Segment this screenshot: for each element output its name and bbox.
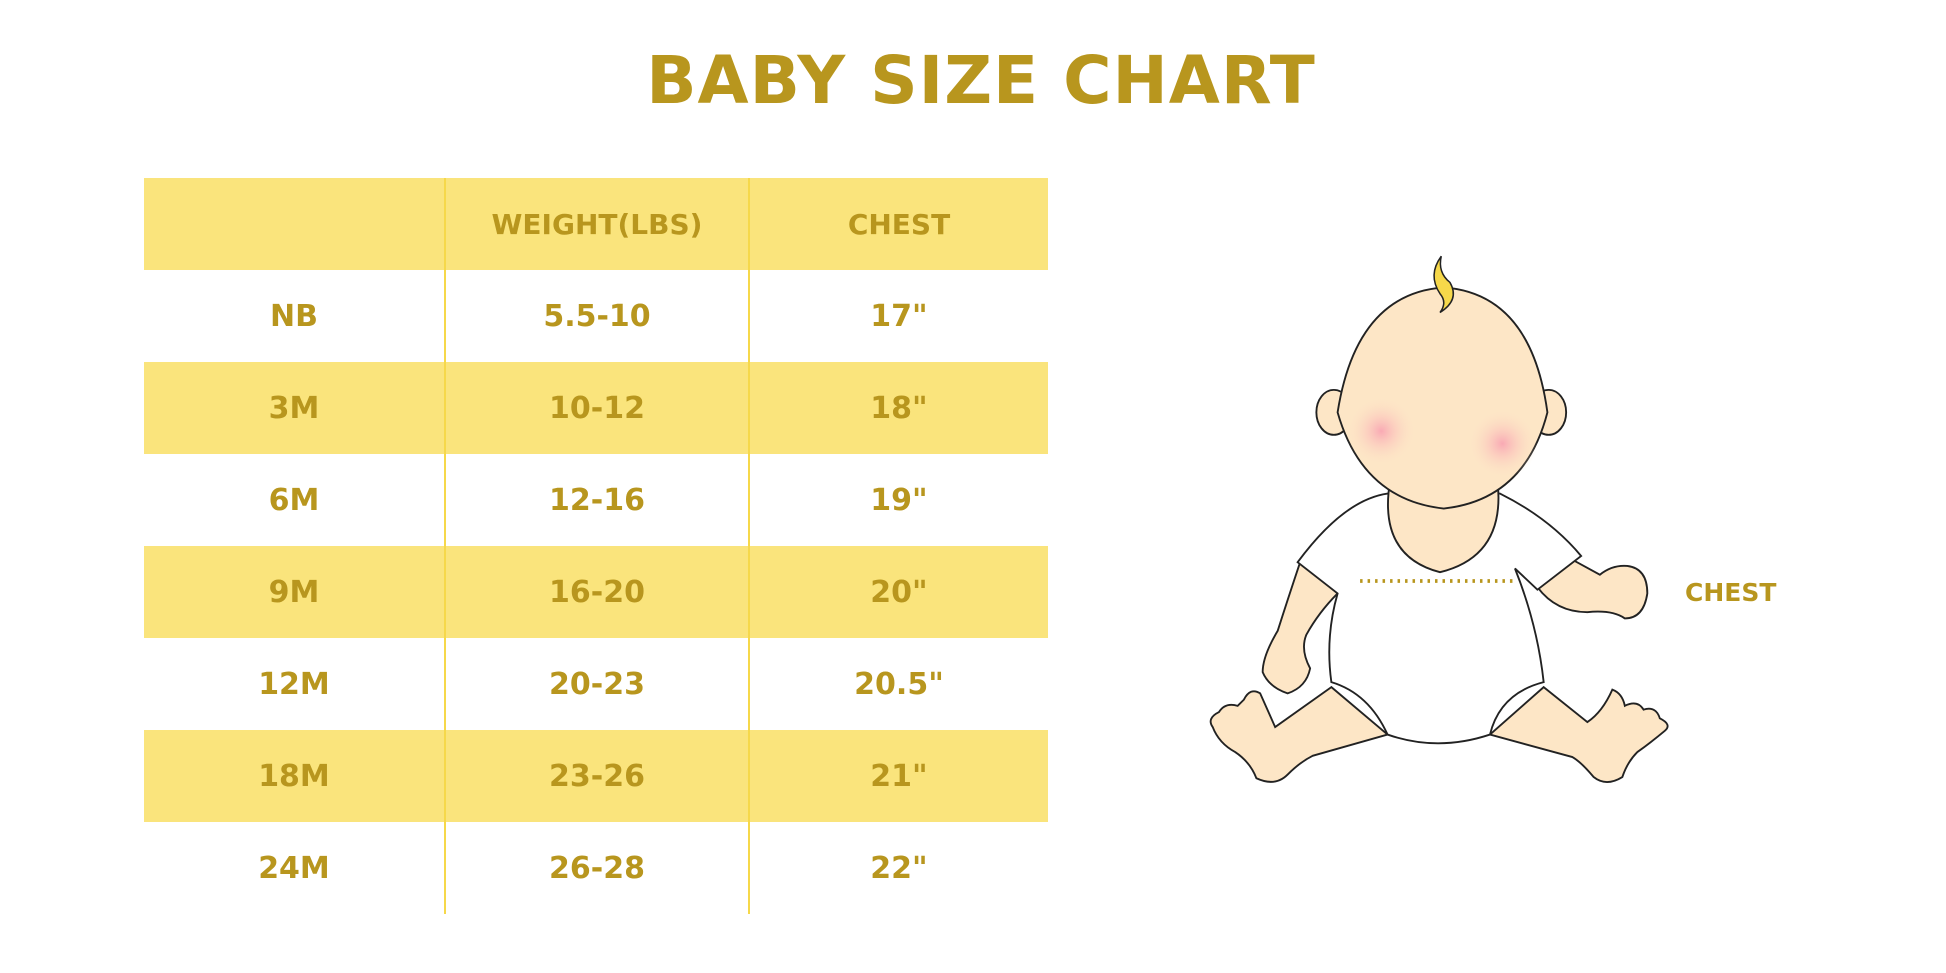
cell-size: NB <box>270 298 318 334</box>
cell-chest: 17" <box>748 270 1048 362</box>
table-row: 12M 20-23 20.5" <box>144 638 1048 730</box>
cell-size: 18M <box>258 758 330 794</box>
cell-weight: 23-26 <box>444 730 749 822</box>
table-row: 3M 10-12 18" <box>144 362 1048 454</box>
left-arm <box>1261 560 1339 695</box>
cell-chest: 20.5" <box>748 638 1048 730</box>
header-chest: CHEST <box>748 178 1048 270</box>
chest-label: CHEST <box>1685 578 1777 607</box>
cell-chest: 21" <box>748 730 1048 822</box>
cell-chest: 20" <box>748 546 1048 638</box>
header-weight: WEIGHT(LBS) <box>444 178 749 270</box>
baby-illustration <box>1209 255 1669 783</box>
table-row: 18M 23-26 21" <box>144 730 1048 822</box>
table-header-row: WEIGHT(LBS) CHEST <box>144 178 1048 270</box>
size-table: WEIGHT(LBS) CHEST NB 5.5-10 17" 3M 10-12 18"… <box>144 178 1048 914</box>
header-size <box>144 178 445 270</box>
cell-chest: 19" <box>748 454 1048 546</box>
table-row: 24M 26-28 22" <box>144 822 1048 914</box>
cell-size: 3M <box>268 390 320 426</box>
cell-weight: 10-12 <box>444 362 749 454</box>
right-leg <box>1488 685 1669 783</box>
table-row: NB 5.5-10 17" <box>144 270 1048 362</box>
cell-size: 12M <box>258 666 330 702</box>
cell-weight: 5.5-10 <box>444 270 749 362</box>
page-title: BABY SIZE CHART <box>646 42 1316 119</box>
cell-chest: 18" <box>748 362 1048 454</box>
table-row: 6M 12-16 19" <box>144 454 1048 546</box>
cell-weight: 26-28 <box>444 822 749 914</box>
cell-chest: 22" <box>748 822 1048 914</box>
hair-curl <box>1433 255 1455 314</box>
table-row: 9M 16-20 20" <box>144 546 1048 638</box>
right-arm <box>1536 558 1649 620</box>
cell-size: 9M <box>268 574 320 610</box>
cell-weight: 12-16 <box>444 454 749 546</box>
cell-weight: 20-23 <box>444 638 749 730</box>
cell-size: 24M <box>258 850 330 886</box>
cell-weight: 16-20 <box>444 546 749 638</box>
bodysuit <box>1296 492 1583 745</box>
cell-size: 6M <box>268 482 320 518</box>
left-leg <box>1209 685 1390 783</box>
